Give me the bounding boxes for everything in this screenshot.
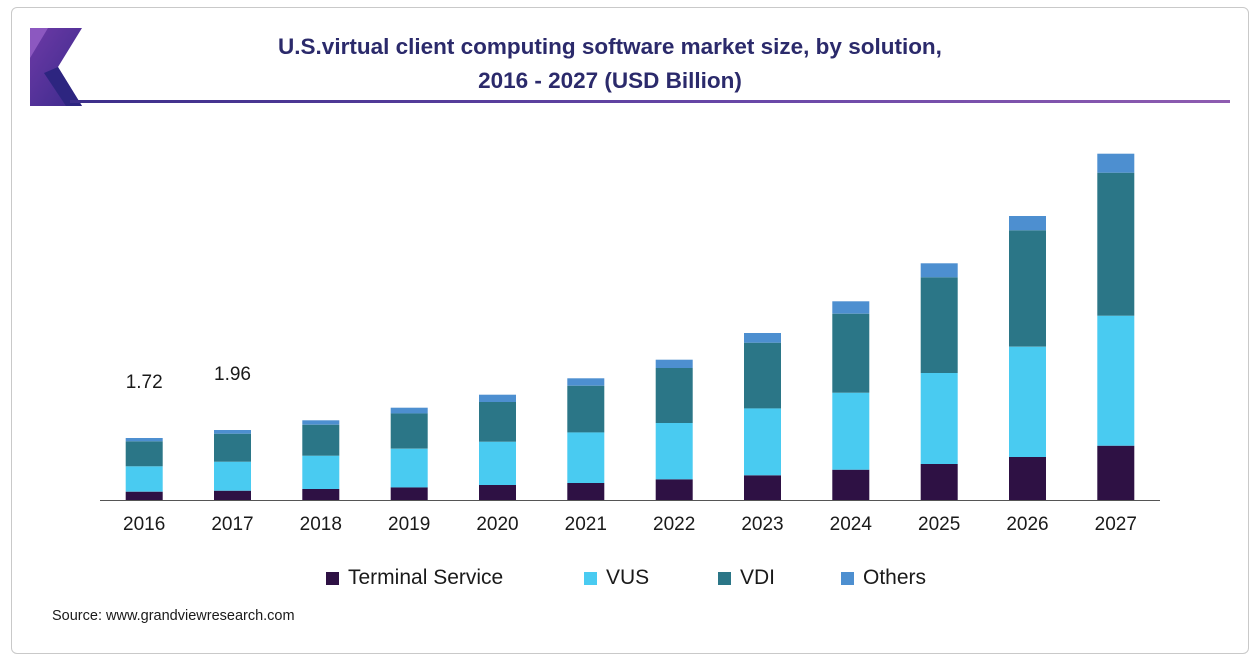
legend-item-vdi: VDI — [718, 566, 775, 590]
bar-terminal-service-2026 — [1009, 457, 1046, 500]
x-tick-label-2016: 2016 — [123, 514, 165, 535]
bar-vdi-2020 — [479, 402, 516, 442]
bar-vus-2018 — [302, 455, 340, 489]
bar-others-2026 — [1009, 216, 1046, 231]
bar-vdi-2024 — [832, 313, 870, 393]
x-tick-label-2019: 2019 — [388, 514, 430, 535]
bar-vus-2016 — [125, 466, 163, 492]
bar-vdi-2026 — [1009, 230, 1046, 347]
bar-terminal-service-2019 — [390, 487, 428, 500]
bar-others-2017 — [214, 430, 251, 434]
bar-vdi-2025 — [920, 277, 958, 373]
bar-terminal-service-2021 — [567, 483, 605, 500]
chart-title-line-2: 2016 - 2027 (USD Billion) — [478, 68, 742, 93]
bar-others-2022 — [655, 359, 693, 368]
bar-vdi-2019 — [390, 413, 428, 449]
x-tick-label-2023: 2023 — [741, 514, 783, 535]
data-label-2017: 1.96 — [214, 364, 251, 385]
chart-title-line-1: U.S.virtual client computing software ma… — [278, 34, 942, 59]
bar-vus-2022 — [655, 423, 693, 480]
x-tick-label-2027: 2027 — [1095, 514, 1137, 535]
legend-item-vus: VUS — [584, 566, 649, 590]
bar-terminal-service-2017 — [214, 490, 251, 500]
bar-vus-2027 — [1097, 315, 1135, 446]
legend-label-terminal-service: Terminal Service — [348, 566, 504, 589]
legend-swatch-vus — [584, 571, 597, 585]
bar-vus-2025 — [920, 373, 958, 464]
x-tick-label-2018: 2018 — [300, 514, 342, 535]
bar-vus-2019 — [390, 448, 428, 488]
bar-vus-2024 — [832, 392, 870, 470]
legend-label-vdi: VDI — [740, 566, 776, 589]
data-label-2016: 1.72 — [126, 372, 163, 393]
legend-swatch-vdi — [718, 571, 731, 585]
bar-terminal-service-2023 — [744, 475, 781, 500]
chart-legend: Terminal Service VUS VDI Others — [0, 566, 1260, 596]
bar-terminal-service-2016 — [125, 491, 163, 500]
source-note: Source: www.grandviewresearch.com — [52, 608, 295, 624]
legend-item-others: Others — [841, 566, 926, 590]
x-tick-label-2024: 2024 — [830, 514, 873, 535]
legend-swatch-others — [841, 571, 854, 585]
bar-vus-2026 — [1009, 346, 1046, 457]
bar-terminal-service-2022 — [655, 479, 693, 500]
bar-vdi-2027 — [1097, 172, 1135, 316]
brand-logo-icon — [30, 28, 82, 106]
bar-others-2019 — [390, 407, 428, 414]
bar-terminal-service-2024 — [832, 469, 870, 500]
bar-vdi-2022 — [655, 368, 693, 423]
bar-terminal-service-2020 — [479, 485, 516, 500]
chart-title: U.S.virtual client computing software ma… — [160, 30, 1060, 98]
bar-vus-2021 — [567, 432, 605, 483]
bar-vus-2023 — [744, 408, 781, 476]
bar-others-2021 — [567, 378, 605, 386]
bar-others-2024 — [832, 301, 870, 314]
bar-vdi-2021 — [567, 385, 605, 433]
bar-terminal-service-2018 — [302, 489, 340, 500]
bar-vus-2017 — [214, 461, 251, 491]
bar-others-2016 — [125, 438, 163, 442]
legend-label-others: Others — [863, 566, 927, 589]
legend-swatch-terminal-service — [326, 571, 339, 585]
title-underline — [70, 100, 1230, 103]
x-tick-label-2020: 2020 — [476, 514, 518, 535]
legend-item-terminal-service: Terminal Service — [326, 566, 503, 590]
bar-others-2027 — [1097, 153, 1135, 173]
bar-vdi-2017 — [214, 433, 251, 462]
x-tick-label-2026: 2026 — [1006, 514, 1048, 535]
bar-others-2025 — [920, 263, 958, 278]
bar-terminal-service-2027 — [1097, 445, 1135, 500]
x-tick-label-2017: 2017 — [211, 514, 253, 535]
bar-terminal-service-2025 — [920, 464, 958, 500]
x-tick-label-2022: 2022 — [653, 514, 695, 535]
bar-vdi-2016 — [125, 441, 163, 467]
bar-others-2018 — [302, 420, 340, 425]
bar-others-2020 — [479, 394, 516, 402]
bar-vdi-2023 — [744, 342, 781, 409]
bar-others-2023 — [744, 333, 781, 343]
bar-vus-2020 — [479, 441, 516, 485]
x-tick-label-2025: 2025 — [918, 514, 960, 535]
legend-label-vus: VUS — [606, 566, 650, 589]
x-tick-label-2021: 2021 — [565, 514, 607, 535]
bar-vdi-2018 — [302, 424, 340, 456]
